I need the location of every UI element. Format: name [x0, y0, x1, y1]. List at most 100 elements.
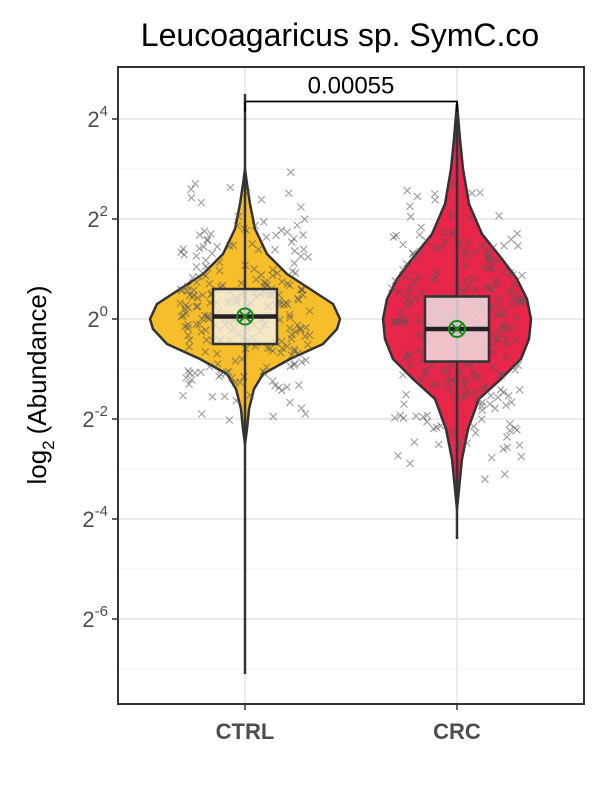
data-point: [303, 340, 312, 349]
data-point: [181, 301, 190, 310]
data-point: [431, 244, 439, 253]
data-point: [290, 359, 299, 368]
data-point: [220, 392, 229, 401]
data-point: [206, 230, 215, 238]
data-point: [261, 370, 270, 379]
data-point: [464, 238, 472, 247]
data-point: [429, 424, 438, 433]
data-point: [416, 247, 425, 256]
data-point: [195, 244, 204, 253]
panel-border: [117, 66, 585, 705]
data-point: [508, 300, 517, 309]
data-point: [462, 262, 471, 270]
data-point: [461, 376, 470, 384]
data-point: [514, 361, 523, 370]
data-point: [233, 221, 242, 230]
data-point: [251, 221, 260, 230]
data-point: [200, 227, 209, 236]
data-point: [286, 362, 295, 371]
p-value-label: 0.00055: [308, 73, 395, 100]
data-point: [427, 362, 436, 370]
data-point: [285, 281, 294, 290]
data-point: [280, 300, 288, 309]
data-point: [271, 381, 280, 390]
data-point: [203, 235, 212, 244]
data-point: [299, 245, 308, 254]
data-point: [195, 231, 204, 239]
data-point: [187, 185, 196, 194]
data-point: [293, 321, 302, 330]
data-point: [202, 336, 211, 344]
data-point: [185, 336, 194, 345]
data-point: [268, 377, 277, 386]
data-point: [471, 247, 479, 256]
data-point: [388, 284, 396, 293]
data-point: [287, 238, 296, 246]
data-point: [184, 331, 193, 340]
data-point: [226, 183, 235, 192]
data-point: [203, 236, 212, 245]
data-point: [492, 280, 501, 288]
data-point: [494, 294, 503, 303]
data-point: [197, 327, 206, 336]
data-point: [443, 368, 452, 377]
data-point: [248, 239, 257, 248]
data-point: [397, 308, 406, 317]
data-point: [213, 242, 222, 251]
data-point: [511, 424, 519, 433]
data-point: [461, 276, 470, 285]
data-point: [199, 269, 208, 278]
data-point: [285, 310, 294, 319]
data-point: [414, 346, 423, 355]
data-point: [476, 188, 484, 197]
data-point: [208, 392, 217, 401]
data-point: [285, 324, 294, 333]
data-point: [199, 242, 208, 251]
data-point: [515, 385, 524, 394]
data-point: [461, 391, 470, 400]
data-point: [192, 278, 201, 287]
data-point: [436, 421, 445, 430]
data-point: [276, 348, 285, 357]
data-point: [518, 271, 526, 280]
data-point: [484, 283, 493, 292]
data-point: [401, 354, 410, 363]
data-point: [440, 228, 448, 237]
data-point: [460, 287, 469, 296]
mean-marker-ctrl: [236, 307, 254, 326]
data-point: [493, 311, 501, 320]
data-point: [494, 302, 503, 311]
data-point: [254, 245, 263, 254]
data-point: [294, 381, 303, 390]
data-point: [193, 302, 202, 311]
data-point: [277, 226, 286, 235]
data-point: [463, 386, 472, 395]
data-point: [259, 218, 268, 226]
data-point: [471, 373, 480, 381]
data-point: [192, 320, 201, 329]
data-point: [511, 366, 519, 374]
data-point: [443, 379, 452, 387]
data-point: [391, 276, 400, 285]
data-point: [283, 383, 291, 391]
data-point: [182, 373, 190, 382]
data-point: [400, 319, 409, 328]
data-point: [404, 349, 413, 358]
data-point: [515, 298, 524, 307]
data-point: [277, 277, 286, 286]
data-point: [469, 275, 478, 284]
data-point: [499, 445, 508, 454]
data-point: [257, 195, 266, 204]
data-point: [510, 295, 519, 303]
x-tick-label-crc: CRC: [433, 719, 481, 744]
data-point: [198, 291, 207, 299]
data-point: [510, 279, 519, 288]
data-point: [477, 415, 486, 424]
data-point: [423, 411, 432, 420]
data-point: [504, 391, 513, 400]
data-point: [213, 360, 222, 368]
data-point: [431, 274, 440, 283]
data-point: [478, 241, 487, 250]
data-point: [482, 248, 491, 257]
